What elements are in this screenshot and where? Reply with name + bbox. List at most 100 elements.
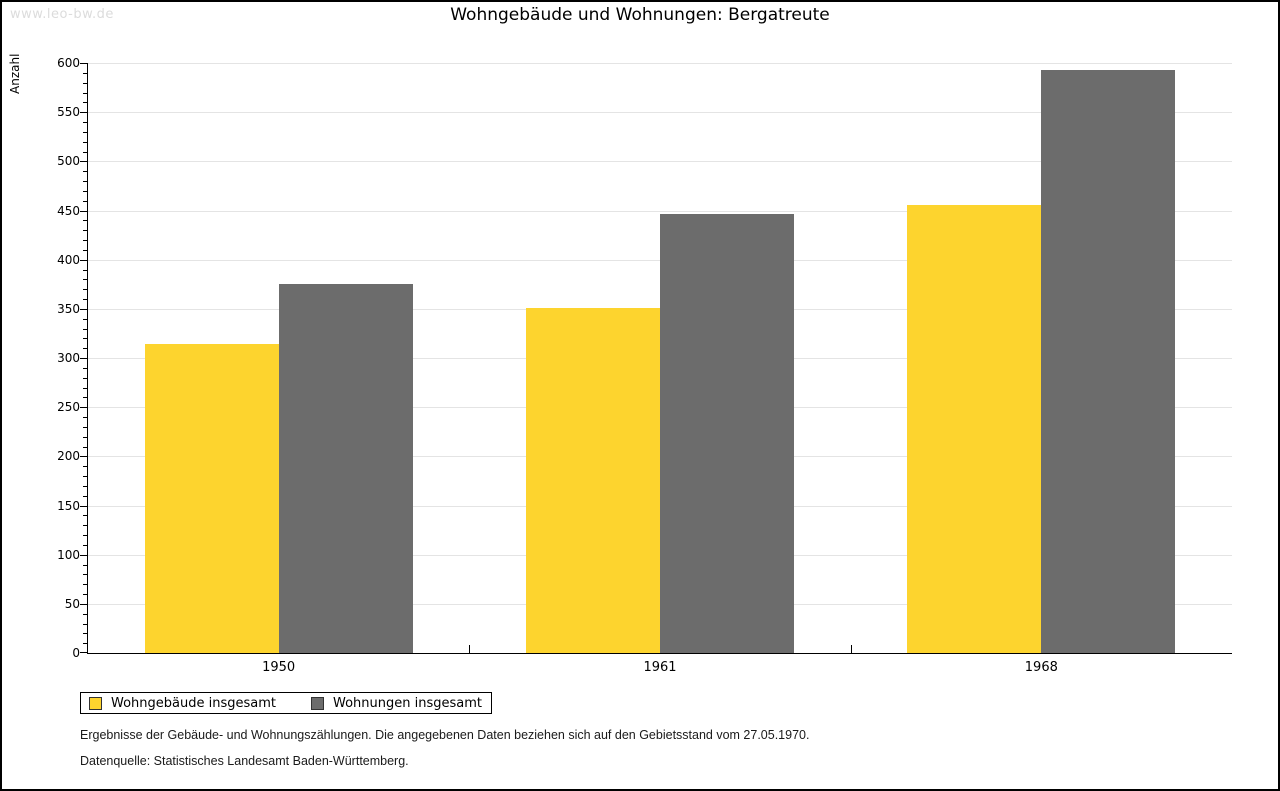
x-tick-label-1961: 1961: [643, 660, 677, 675]
y-minor-tick-530: [83, 131, 87, 133]
y-minor-tick-380: [83, 279, 87, 281]
x-axis-separator-1: [469, 645, 471, 653]
y-minor-tick-490: [83, 171, 87, 173]
y-minor-tick-10: [83, 643, 87, 645]
y-minor-tick-470: [83, 190, 87, 192]
legend-label-1: Wohngebäude insgesamt: [111, 695, 276, 711]
y-major-tick-0: [80, 652, 87, 653]
y-minor-tick-510: [83, 151, 87, 153]
bar-wohnungen-1968: [1041, 69, 1176, 653]
y-tick-label-100: 100: [57, 547, 80, 562]
y-minor-tick-390: [83, 269, 87, 271]
y-minor-tick-430: [83, 230, 87, 232]
y-major-tick-150: [80, 505, 87, 507]
y-major-tick-50: [80, 603, 87, 605]
y-minor-tick-590: [83, 72, 87, 74]
y-minor-tick-580: [83, 82, 87, 84]
y-minor-tick-20: [83, 633, 87, 635]
y-minor-tick-420: [83, 240, 87, 241]
bar-wohnungen-1961: [660, 214, 794, 653]
y-minor-tick-80: [83, 574, 87, 576]
legend: Wohngebäude insgesamt Wohnungen insgesamt: [80, 692, 492, 714]
x-axis-separator-2: [850, 645, 852, 653]
chart-title: Wohngebäude und Wohnungen: Bergatreute: [450, 5, 830, 25]
y-tick-label-600: 600: [57, 56, 80, 70]
y-minor-tick-30: [83, 623, 87, 625]
y-tick-label-250: 250: [57, 400, 80, 415]
y-minor-tick-560: [83, 102, 87, 104]
y-tick-label-500: 500: [57, 154, 80, 169]
y-major-tick-400: [80, 259, 87, 261]
y-minor-tick-370: [83, 289, 87, 291]
y-minor-tick-290: [83, 367, 87, 369]
y-major-tick-200: [80, 456, 87, 458]
y-tick-label-50: 50: [64, 596, 80, 611]
gridline-500: [88, 161, 1232, 163]
y-minor-tick-180: [83, 476, 87, 477]
y-minor-tick-340: [83, 318, 87, 320]
y-tick-label-400: 400: [57, 252, 80, 267]
y-minor-tick-320: [83, 338, 87, 340]
x-tick-label-1950: 1950: [262, 660, 296, 675]
bar-wohngebäude-1961: [526, 307, 660, 653]
legend-item-2: Wohnungen insgesamt: [311, 696, 482, 711]
y-major-tick-500: [80, 161, 87, 163]
y-minor-tick-540: [83, 122, 87, 123]
y-major-tick-300: [80, 358, 87, 359]
y-minor-tick-120: [83, 535, 87, 536]
y-minor-tick-210: [83, 446, 87, 448]
y-major-tick-450: [80, 210, 87, 212]
legend-label-2: Wohnungen insgesamt: [333, 695, 482, 711]
y-major-tick-600: [80, 63, 87, 64]
legend-swatch-1: [89, 696, 102, 710]
y-minor-tick-410: [83, 249, 87, 251]
y-tick-label-350: 350: [57, 301, 80, 316]
gridline-550: [88, 112, 1232, 114]
y-minor-tick-310: [83, 348, 87, 350]
y-minor-tick-260: [83, 397, 87, 399]
y-major-tick-350: [80, 308, 87, 310]
y-minor-tick-480: [83, 181, 87, 182]
y-tick-label-0: 0: [72, 646, 80, 660]
footnote-line-2: Datenquelle: Statistisches Landesamt Bad…: [80, 754, 409, 768]
gridline-450: [88, 210, 1232, 212]
y-minor-tick-270: [83, 387, 87, 389]
legend-swatch-2: [311, 696, 324, 710]
legend-item-1: Wohngebäude insgesamt: [89, 696, 311, 711]
y-minor-tick-230: [83, 426, 87, 428]
y-minor-tick-60: [83, 594, 87, 595]
y-major-tick-550: [80, 112, 87, 114]
footnotes: Ergebnisse der Gebäude- und Wohnungszähl…: [80, 728, 809, 780]
y-minor-tick-140: [83, 515, 87, 517]
y-minor-tick-570: [83, 92, 87, 94]
y-minor-tick-440: [83, 220, 87, 222]
y-tick-label-200: 200: [57, 449, 80, 464]
y-minor-tick-240: [83, 417, 87, 418]
footnote-line-1: Ergebnisse der Gebäude- und Wohnungszähl…: [80, 728, 810, 742]
bar-wohnungen-1950: [278, 284, 413, 653]
x-tick-label-1968: 1968: [1024, 660, 1058, 675]
bar-wohngebäude-1950: [144, 344, 279, 653]
y-major-tick-100: [80, 554, 87, 556]
y-minor-tick-520: [83, 141, 87, 143]
y-axis-title: Anzahl: [8, 53, 22, 94]
y-tick-label-450: 450: [57, 203, 80, 218]
y-minor-tick-220: [83, 436, 87, 438]
watermark: www.leo-bw.de: [10, 7, 114, 22]
y-minor-tick-130: [83, 525, 87, 527]
y-minor-tick-170: [83, 485, 87, 487]
y-tick-label-300: 300: [57, 351, 80, 365]
y-tick-label-550: 550: [57, 105, 80, 120]
y-minor-tick-70: [83, 584, 87, 586]
gridline-600: [88, 63, 1232, 64]
y-minor-tick-160: [83, 495, 87, 497]
y-minor-tick-330: [83, 328, 87, 330]
y-minor-tick-360: [83, 299, 87, 300]
bar-wohngebäude-1968: [907, 204, 1042, 653]
plot-area: 0 50 100 150 200 250 300 350 400 450 500 550 600 1950…: [57, 56, 1232, 675]
y-minor-tick-190: [83, 466, 87, 468]
y-major-tick-250: [80, 407, 87, 409]
y-minor-tick-90: [83, 564, 87, 566]
y-minor-tick-110: [83, 544, 87, 546]
